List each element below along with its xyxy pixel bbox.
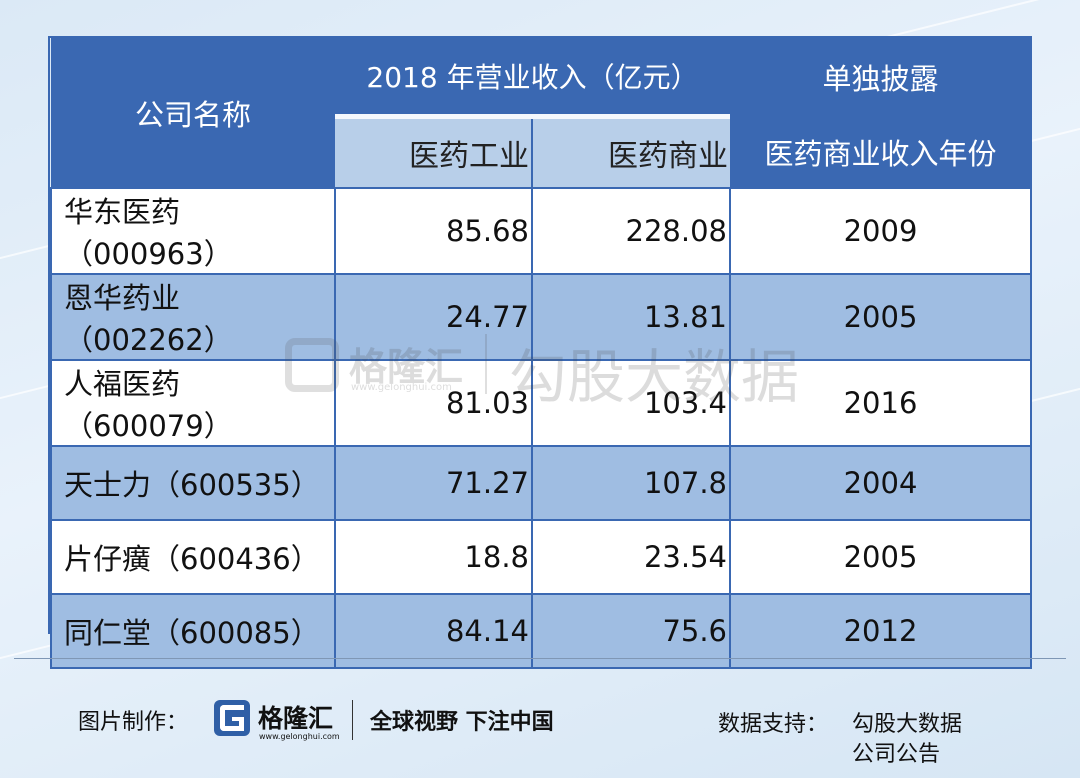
industry-revenue-cell: 85.68: [334, 187, 533, 275]
footer: 图片制作： 格隆汇 www.gelonghui.com 全球视野 下注中国 数据…: [0, 690, 1080, 770]
commerce-revenue-cell: 103.4: [530, 359, 732, 447]
data-table-container: 公司名称 2018 年营业收入（亿元） 单独披露 医药工业 医药商业 医药商业收…: [48, 36, 1033, 669]
disclosure-year-cell: 2009: [729, 187, 1033, 275]
commerce-revenue-cell: 75.6: [530, 593, 732, 669]
disclosure-year-cell: 2012: [729, 593, 1033, 669]
data-support-label: 数据支持：: [718, 712, 829, 737]
footer-brand-url: www.gelonghui.com: [259, 732, 340, 741]
company-name-cell: 天士力（600535）: [50, 445, 336, 521]
data-source-2: 公司公告: [852, 742, 941, 767]
industry-revenue-cell: 81.03: [334, 359, 533, 447]
header-pharma-industry: 医药工业: [335, 113, 533, 188]
footer-separator: [352, 700, 353, 740]
header-revenue-2018: 2018 年营业收入（亿元）: [335, 38, 731, 116]
industry-revenue-cell: 24.77: [334, 273, 533, 361]
table-row: 恩华药业（002262） 24.77 13.81 2005: [50, 273, 1033, 361]
commerce-revenue-cell: 107.8: [530, 445, 732, 521]
footer-divider: [14, 658, 1066, 659]
table-row: 片仔癀（600436） 18.8 23.54 2005: [50, 519, 1033, 595]
commerce-revenue-cell: 23.54: [530, 519, 732, 595]
industry-revenue-cell: 71.27: [334, 445, 533, 521]
commerce-revenue-cell: 228.08: [530, 187, 732, 275]
company-name-cell: 同仁堂（600085）: [50, 593, 336, 669]
footer-slogan: 全球视野 下注中国: [370, 710, 554, 735]
industry-revenue-cell: 84.14: [334, 593, 533, 669]
disclosure-year-cell: 2005: [729, 519, 1033, 595]
disclosure-year-cell: 2005: [729, 273, 1033, 361]
data-source-1: 勾股大数据: [852, 712, 963, 737]
industry-revenue-cell: 18.8: [334, 519, 533, 595]
company-name-cell: 华东医药（000963）: [50, 187, 336, 275]
gelonghui-logo-icon: [214, 700, 250, 736]
company-name-cell: 人福医药（600079）: [50, 359, 336, 447]
header-company-name: 公司名称: [51, 38, 335, 188]
table-row: 华东医药（000963） 85.68 228.08 2009: [50, 187, 1033, 275]
header-disclosure-line2: 医药商业收入年份: [730, 116, 1032, 188]
commerce-revenue-cell: 13.81: [530, 273, 732, 361]
header-pharma-commerce: 医药商业: [532, 113, 731, 188]
table-row: 天士力（600535） 71.27 107.8 2004: [50, 445, 1033, 521]
footer-brand: 格隆汇: [258, 704, 334, 733]
made-by-label: 图片制作：: [78, 710, 189, 735]
table-row: 人福医药（600079） 81.03 103.4 2016: [50, 359, 1033, 447]
disclosure-year-cell: 2016: [729, 359, 1033, 447]
revenue-table: 公司名称 2018 年营业收入（亿元） 单独披露 医药工业 医药商业 医药商业收…: [50, 38, 1033, 669]
table-row: 同仁堂（600085） 84.14 75.6 2012: [50, 593, 1033, 669]
header-disclosure-line1: 单独披露: [730, 38, 1032, 116]
disclosure-year-cell: 2004: [729, 445, 1033, 521]
company-name-cell: 恩华药业（002262）: [50, 273, 336, 361]
company-name-cell: 片仔癀（600436）: [50, 519, 336, 595]
